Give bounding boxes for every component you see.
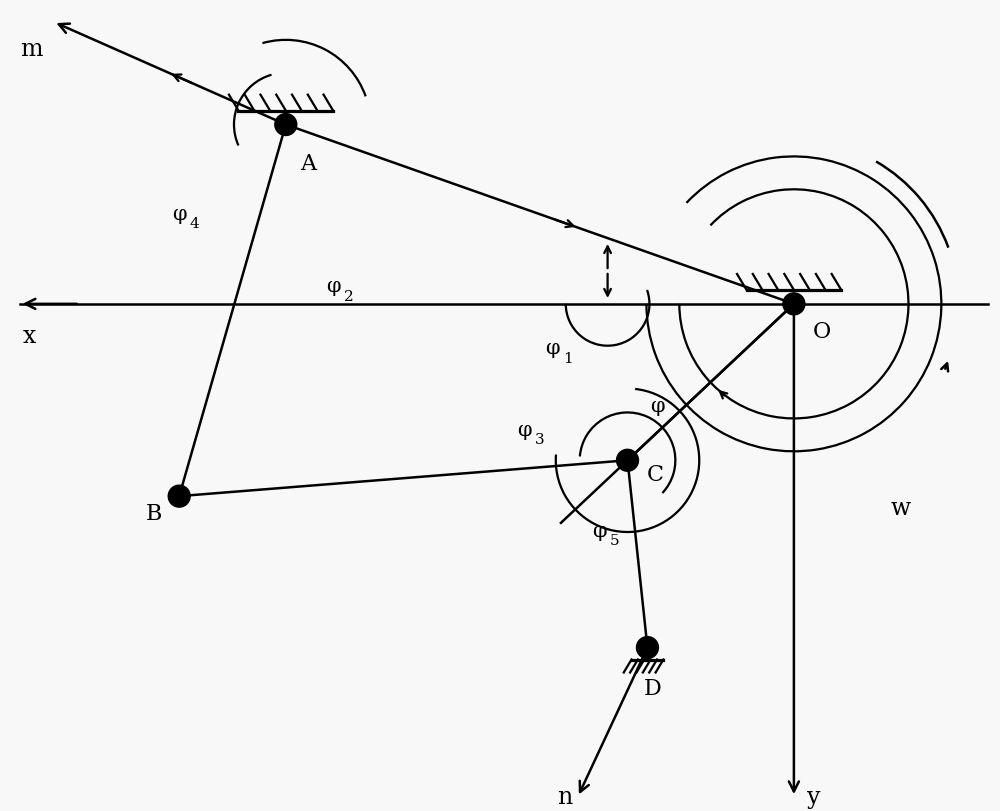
Text: B: B bbox=[146, 503, 162, 525]
Text: m: m bbox=[21, 38, 43, 62]
Text: O: O bbox=[813, 321, 831, 343]
Text: φ: φ bbox=[517, 421, 532, 440]
Circle shape bbox=[636, 637, 658, 659]
Text: φ: φ bbox=[650, 397, 665, 416]
Text: y: y bbox=[807, 786, 821, 809]
Text: 3: 3 bbox=[535, 433, 544, 448]
Text: C: C bbox=[647, 464, 664, 487]
Text: φ: φ bbox=[172, 204, 186, 224]
Text: φ: φ bbox=[326, 277, 341, 297]
Text: 1: 1 bbox=[563, 352, 573, 366]
Circle shape bbox=[275, 114, 297, 135]
Text: A: A bbox=[300, 153, 316, 175]
Text: w: w bbox=[890, 496, 911, 520]
Text: x: x bbox=[23, 325, 36, 348]
Text: n: n bbox=[557, 786, 572, 809]
Text: φ: φ bbox=[592, 521, 607, 540]
Text: 5: 5 bbox=[610, 534, 619, 548]
Text: 4: 4 bbox=[189, 217, 199, 231]
Text: φ: φ bbox=[545, 339, 560, 358]
Circle shape bbox=[617, 449, 638, 471]
Text: D: D bbox=[644, 679, 661, 701]
Circle shape bbox=[168, 485, 190, 507]
Text: 2: 2 bbox=[344, 290, 353, 304]
Circle shape bbox=[783, 293, 805, 315]
